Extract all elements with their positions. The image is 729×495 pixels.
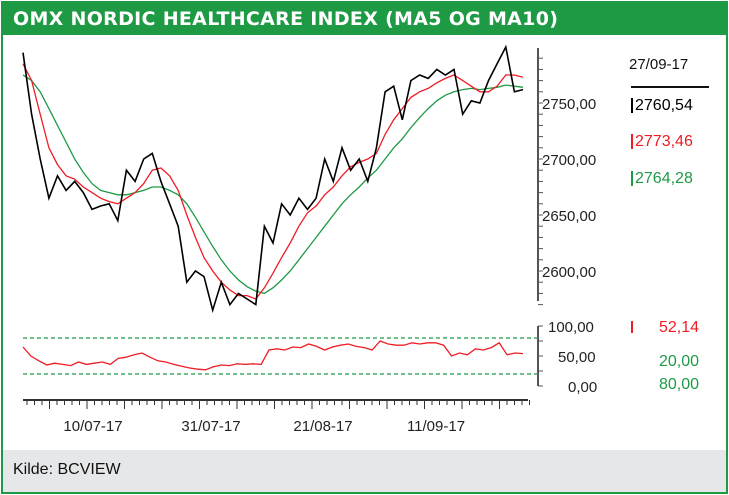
source-footer: Kilde: BCVIEW <box>3 450 726 492</box>
rsi-tick-label: 50,00 <box>558 349 596 366</box>
price-tick-label: 2600,00 <box>542 264 596 281</box>
legend-value-ma5: 2773,46 <box>635 133 693 150</box>
price-tick-label: 2650,00 <box>542 208 596 225</box>
rsi-lower-value: 20,00 <box>659 353 699 370</box>
ma10-line <box>22 74 524 295</box>
rsi-upper-value: 80,00 <box>659 376 699 393</box>
legend-date: 27/09-17 <box>629 56 688 73</box>
x-tick-label: 10/07-17 <box>63 418 122 435</box>
close-line <box>22 44 524 314</box>
rsi-tick-label: 100,00 <box>548 319 594 336</box>
chart-svg: 2750,00 2700,00 2650,00 2600,00 27/09-17 2760… <box>22 44 709 435</box>
x-tick-label: 31/07-17 <box>181 418 240 435</box>
price-tick-label: 2700,00 <box>542 152 596 169</box>
price-tick-label: 2750,00 <box>542 96 596 113</box>
rsi-value: 52,14 <box>659 319 699 336</box>
rsi-tick-label: 0,00 <box>568 379 597 396</box>
rsi-line <box>22 340 524 371</box>
legend-value-ma10: 2764,28 <box>635 170 693 187</box>
x-tick-label: 11/09-17 <box>407 418 465 435</box>
x-tick-label: 21/08-17 <box>293 418 352 435</box>
ma5-line <box>22 63 524 300</box>
legend-value-close: 2760,54 <box>635 97 693 114</box>
chart-title: OMX NORDIC HEALTHCARE INDEX (MA5 OG MA10… <box>3 3 726 35</box>
